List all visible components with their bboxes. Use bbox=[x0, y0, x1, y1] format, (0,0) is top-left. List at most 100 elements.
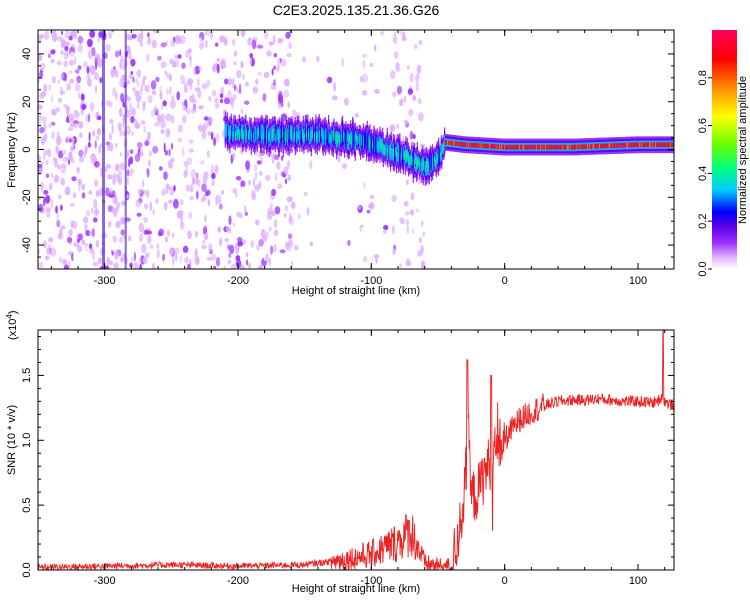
ridge-segment bbox=[412, 158, 414, 164]
spectrogram-xtick-label: -100 bbox=[360, 275, 382, 287]
ridge-segment bbox=[608, 143, 610, 149]
noise-speckle bbox=[126, 149, 130, 159]
noise-speckle bbox=[276, 161, 281, 171]
noise-speckle bbox=[50, 247, 57, 257]
noise-speckle bbox=[148, 159, 151, 167]
noise-speckle bbox=[216, 57, 220, 62]
noise-speckle bbox=[94, 72, 99, 81]
noise-speckle bbox=[69, 69, 73, 75]
ridge-segment bbox=[480, 143, 482, 148]
noise-speckle bbox=[152, 209, 155, 215]
noise-speckle bbox=[283, 166, 289, 175]
noise-speckle bbox=[164, 149, 168, 156]
noise-speckle bbox=[396, 85, 403, 95]
noise-speckle bbox=[216, 63, 220, 74]
ridge-segment bbox=[281, 126, 283, 137]
noise-speckle bbox=[217, 198, 222, 205]
noise-speckle bbox=[257, 72, 262, 76]
noise-speckle bbox=[69, 78, 75, 84]
ridge-segment bbox=[596, 143, 598, 149]
noise-speckle bbox=[194, 87, 201, 92]
ridge-segment bbox=[359, 136, 361, 145]
noise-speckle bbox=[169, 100, 176, 109]
noise-speckle bbox=[54, 157, 58, 168]
noise-speckle bbox=[189, 196, 195, 201]
noise-speckle bbox=[74, 123, 78, 129]
noise-speckle bbox=[189, 139, 194, 144]
noise-speckle bbox=[270, 210, 276, 216]
ridge-segment bbox=[388, 145, 390, 153]
ridge-segment bbox=[472, 142, 474, 148]
ridge-segment bbox=[308, 131, 310, 139]
noise-speckle bbox=[109, 187, 113, 196]
ridge-segment bbox=[361, 136, 363, 144]
ridge-segment bbox=[518, 144, 520, 150]
noise-speckle bbox=[286, 160, 291, 169]
ridge-segment bbox=[250, 131, 252, 142]
noise-speckle bbox=[174, 247, 180, 255]
noise-speckle bbox=[392, 36, 395, 43]
noise-speckle bbox=[309, 241, 313, 246]
noise-speckle bbox=[153, 30, 159, 34]
noise-speckle bbox=[392, 91, 397, 98]
noise-speckle bbox=[263, 71, 270, 79]
ridge-segment bbox=[377, 141, 379, 149]
noise-speckle bbox=[362, 59, 366, 69]
noise-speckle bbox=[219, 149, 223, 158]
noise-speckle bbox=[160, 113, 165, 121]
noise-speckle bbox=[285, 31, 291, 39]
ridge-segment bbox=[500, 144, 502, 150]
ridge-segment bbox=[276, 132, 278, 140]
noise-speckle bbox=[245, 81, 249, 87]
ridge-segment bbox=[403, 149, 405, 157]
noise-speckle bbox=[173, 198, 179, 209]
noise-speckle bbox=[282, 48, 287, 59]
noise-speckle bbox=[69, 59, 74, 67]
ridge-segment bbox=[620, 143, 622, 148]
noise-speckle bbox=[233, 50, 238, 57]
noise-speckle bbox=[250, 239, 255, 248]
spectrogram-ytick-label: 40 bbox=[21, 48, 33, 60]
ridge-segment bbox=[484, 143, 486, 149]
noise-speckle bbox=[63, 103, 68, 108]
noise-speckle bbox=[51, 94, 54, 103]
ridge-segment bbox=[309, 129, 311, 136]
ridge-segment bbox=[368, 139, 370, 149]
noise-speckle bbox=[50, 49, 56, 55]
ridge-segment bbox=[418, 158, 420, 165]
ridge-segment bbox=[369, 137, 371, 148]
noise-speckle bbox=[147, 32, 150, 38]
noise-speckle bbox=[119, 59, 123, 69]
ridge-segment bbox=[297, 134, 299, 140]
noise-speckle bbox=[244, 100, 250, 105]
ridge-segment bbox=[232, 129, 234, 136]
noise-speckle bbox=[64, 33, 69, 39]
noise-speckle bbox=[112, 196, 118, 205]
noise-speckle bbox=[160, 61, 167, 69]
noise-speckle bbox=[255, 104, 261, 113]
noise-speckle bbox=[149, 244, 154, 250]
ridge-segment bbox=[385, 144, 387, 152]
ridge-segment bbox=[589, 144, 591, 149]
noise-speckle bbox=[358, 205, 361, 210]
noise-speckle bbox=[290, 201, 296, 210]
noise-speckle bbox=[256, 244, 260, 251]
noise-speckle bbox=[64, 45, 69, 52]
ridge-segment bbox=[250, 129, 252, 138]
noise-speckle bbox=[127, 158, 131, 168]
ridge-segment bbox=[327, 135, 329, 143]
noise-speckle bbox=[94, 56, 98, 66]
ridge-segment bbox=[672, 142, 674, 148]
noise-speckle bbox=[208, 118, 214, 123]
noise-speckle bbox=[302, 56, 306, 63]
spectrogram-xlabel: Height of straight line (km) bbox=[292, 285, 420, 297]
ridge-segment bbox=[240, 127, 242, 136]
noise-speckle bbox=[265, 198, 272, 208]
noise-speckle bbox=[421, 260, 424, 269]
noise-speckle bbox=[159, 91, 163, 100]
noise-speckle bbox=[196, 172, 199, 179]
noise-speckle bbox=[140, 84, 144, 92]
ridge-segment bbox=[355, 133, 357, 139]
noise-speckle bbox=[94, 161, 100, 168]
noise-speckle bbox=[144, 140, 149, 147]
